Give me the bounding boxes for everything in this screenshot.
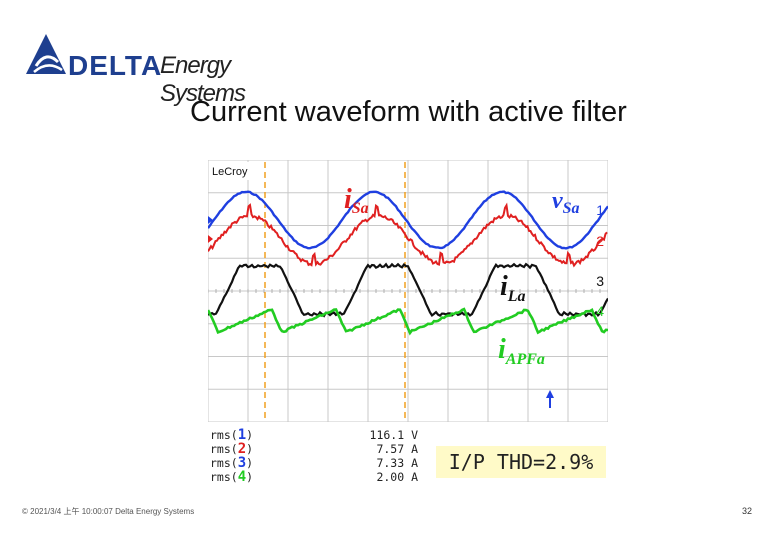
readout-channel: 1 bbox=[237, 427, 247, 443]
readout-value: 7.33 A bbox=[376, 456, 418, 470]
readout-row-2: rms(2) 7.57 A bbox=[210, 441, 418, 457]
readout-channel: 2 bbox=[237, 441, 247, 457]
delta-logo: DELTA Energy Systems bbox=[24, 30, 304, 107]
readout-label: rms( bbox=[210, 456, 238, 470]
readout-value: 2.00 A bbox=[376, 470, 418, 484]
readout-value: 116.1 V bbox=[369, 428, 418, 442]
oscilloscope-waveform: LeCroy iSa vSa iLa iAPFa 1 2 3 4 bbox=[208, 160, 608, 422]
trace-iapf bbox=[208, 307, 608, 336]
readout-close: ) bbox=[246, 428, 254, 442]
scope-vendor: LeCroy bbox=[212, 166, 248, 178]
label-iapf: iAPFa bbox=[498, 334, 545, 368]
readout-value: 7.57 A bbox=[376, 442, 418, 456]
trigger-arrow-icon bbox=[546, 390, 554, 398]
page-number: 32 bbox=[742, 506, 753, 516]
channel-marker-1: 1 bbox=[596, 202, 604, 218]
logo-brand: DELTA bbox=[68, 50, 163, 81]
readout-close: ) bbox=[246, 470, 254, 484]
thd-callout: I/P THD=2.9% bbox=[436, 446, 606, 478]
label-isa: iSa bbox=[344, 184, 369, 217]
scope-grid bbox=[208, 160, 608, 422]
readout-row-1: rms(1) 116.1 V bbox=[210, 427, 418, 443]
channel-marker-3: 3 bbox=[596, 273, 604, 289]
trace-isa bbox=[208, 202, 608, 268]
trace-ila bbox=[208, 262, 608, 318]
trace-vsa bbox=[208, 190, 608, 250]
ground-marker-2 bbox=[208, 235, 213, 243]
readout-label: rms( bbox=[210, 470, 238, 484]
readout-channel: 3 bbox=[237, 455, 247, 471]
readout-close: ) bbox=[246, 442, 254, 456]
readout-label: rms( bbox=[210, 428, 238, 442]
rms-readout: rms(1) 116.1 V rms(2) 7.57 A rms(3) 7.33… bbox=[210, 427, 418, 490]
label-ila: iLa bbox=[500, 271, 526, 305]
readout-label: rms( bbox=[210, 442, 238, 456]
readout-row-3: rms(3) 7.33 A bbox=[210, 455, 418, 471]
footer-text: © 2021/3/4 上午 10:00:07 Delta Energy Syst… bbox=[22, 507, 195, 516]
slide-title: Current waveform with active filter bbox=[190, 96, 627, 128]
delta-triangle-icon bbox=[26, 34, 66, 74]
readout-close: ) bbox=[246, 456, 254, 470]
readout-channel: 4 bbox=[237, 469, 247, 485]
channel-marker-2: 2 bbox=[596, 233, 604, 249]
readout-row-4: rms(4) 2.00 A bbox=[210, 469, 418, 485]
logo-suffix: Energy Systems bbox=[160, 52, 246, 107]
channel-marker-4: 4 bbox=[596, 303, 604, 319]
vendor-box bbox=[209, 162, 253, 180]
label-vsa: vSa bbox=[552, 188, 580, 217]
ground-marker-1 bbox=[208, 216, 213, 224]
scope-traces bbox=[208, 190, 608, 336]
